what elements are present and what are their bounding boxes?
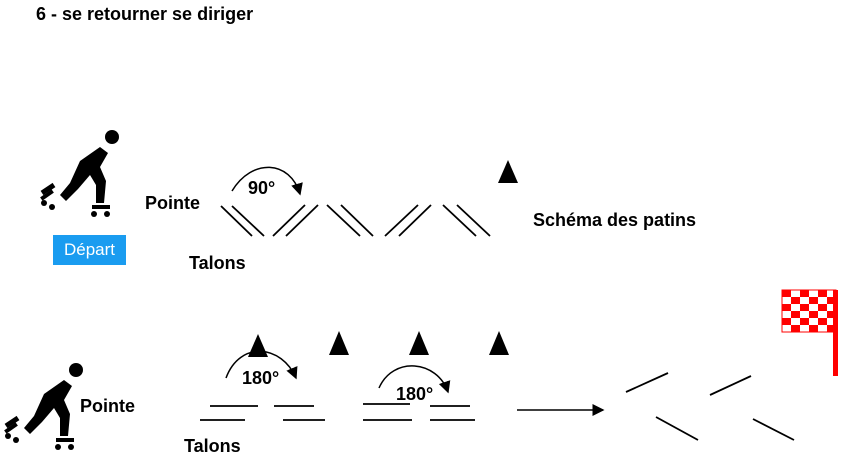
row1-skate-marks xyxy=(220,204,491,237)
turn-arrow-180 xyxy=(225,350,298,380)
cone-icon xyxy=(248,334,268,357)
row1-talons-label: Talons xyxy=(189,253,246,273)
row1-angle-label: 90° xyxy=(248,178,275,198)
diagram-title: 6 - se retourner se diriger xyxy=(36,4,254,24)
depart-badge: Départ xyxy=(53,235,126,265)
row2-final-skate-marks xyxy=(625,372,795,441)
row2-talons-label: Talons xyxy=(184,436,241,456)
row2-skate-marks xyxy=(200,403,475,421)
cone-icon xyxy=(329,331,349,355)
turn-arrow-180 xyxy=(378,365,451,394)
cone-icon xyxy=(409,331,429,355)
cone-icon xyxy=(498,160,518,183)
row1-pointe-label: Pointe xyxy=(145,193,201,213)
skater-icon xyxy=(4,363,83,450)
schema-label: Schéma des patins xyxy=(533,210,697,230)
turn-arrow-90 xyxy=(231,166,303,196)
row2-angle2-label: 180° xyxy=(396,384,433,404)
skater-icon xyxy=(40,130,119,217)
row2-pointe-label: Pointe xyxy=(80,396,136,416)
cone-icon xyxy=(489,331,509,355)
row2-angle1-label: 180° xyxy=(242,368,279,388)
checkered-flag-icon xyxy=(781,289,838,376)
